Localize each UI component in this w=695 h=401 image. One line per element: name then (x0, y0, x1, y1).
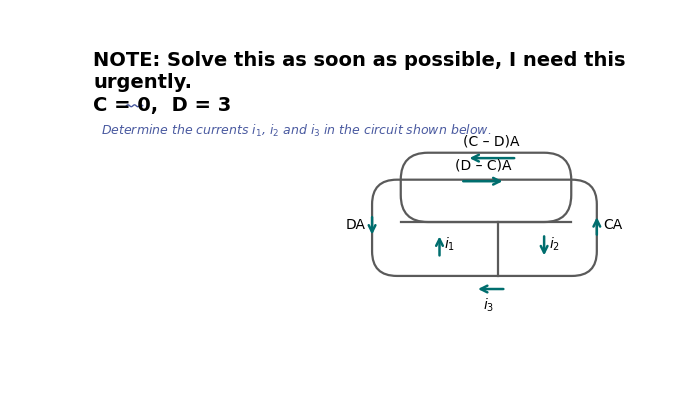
Text: DA: DA (346, 218, 366, 232)
Text: $i_3$: $i_3$ (483, 296, 494, 313)
Text: (C – D)A: (C – D)A (463, 134, 520, 148)
Text: CA: CA (603, 218, 622, 232)
Text: Determine the currents $i_1$, $i_2$ and $i_3$ in the circuit shown below.: Determine the currents $i_1$, $i_2$ and … (101, 123, 491, 139)
Text: (D – C)A: (D – C)A (455, 158, 511, 172)
Text: C = 0,  D = 3: C = 0, D = 3 (93, 96, 231, 115)
Text: urgently.: urgently. (93, 73, 192, 92)
Text: NOTE: Solve this as soon as possible, I need this: NOTE: Solve this as soon as possible, I … (93, 51, 626, 70)
Text: $i_2$: $i_2$ (549, 235, 560, 252)
Text: $i_1$: $i_1$ (444, 235, 455, 252)
